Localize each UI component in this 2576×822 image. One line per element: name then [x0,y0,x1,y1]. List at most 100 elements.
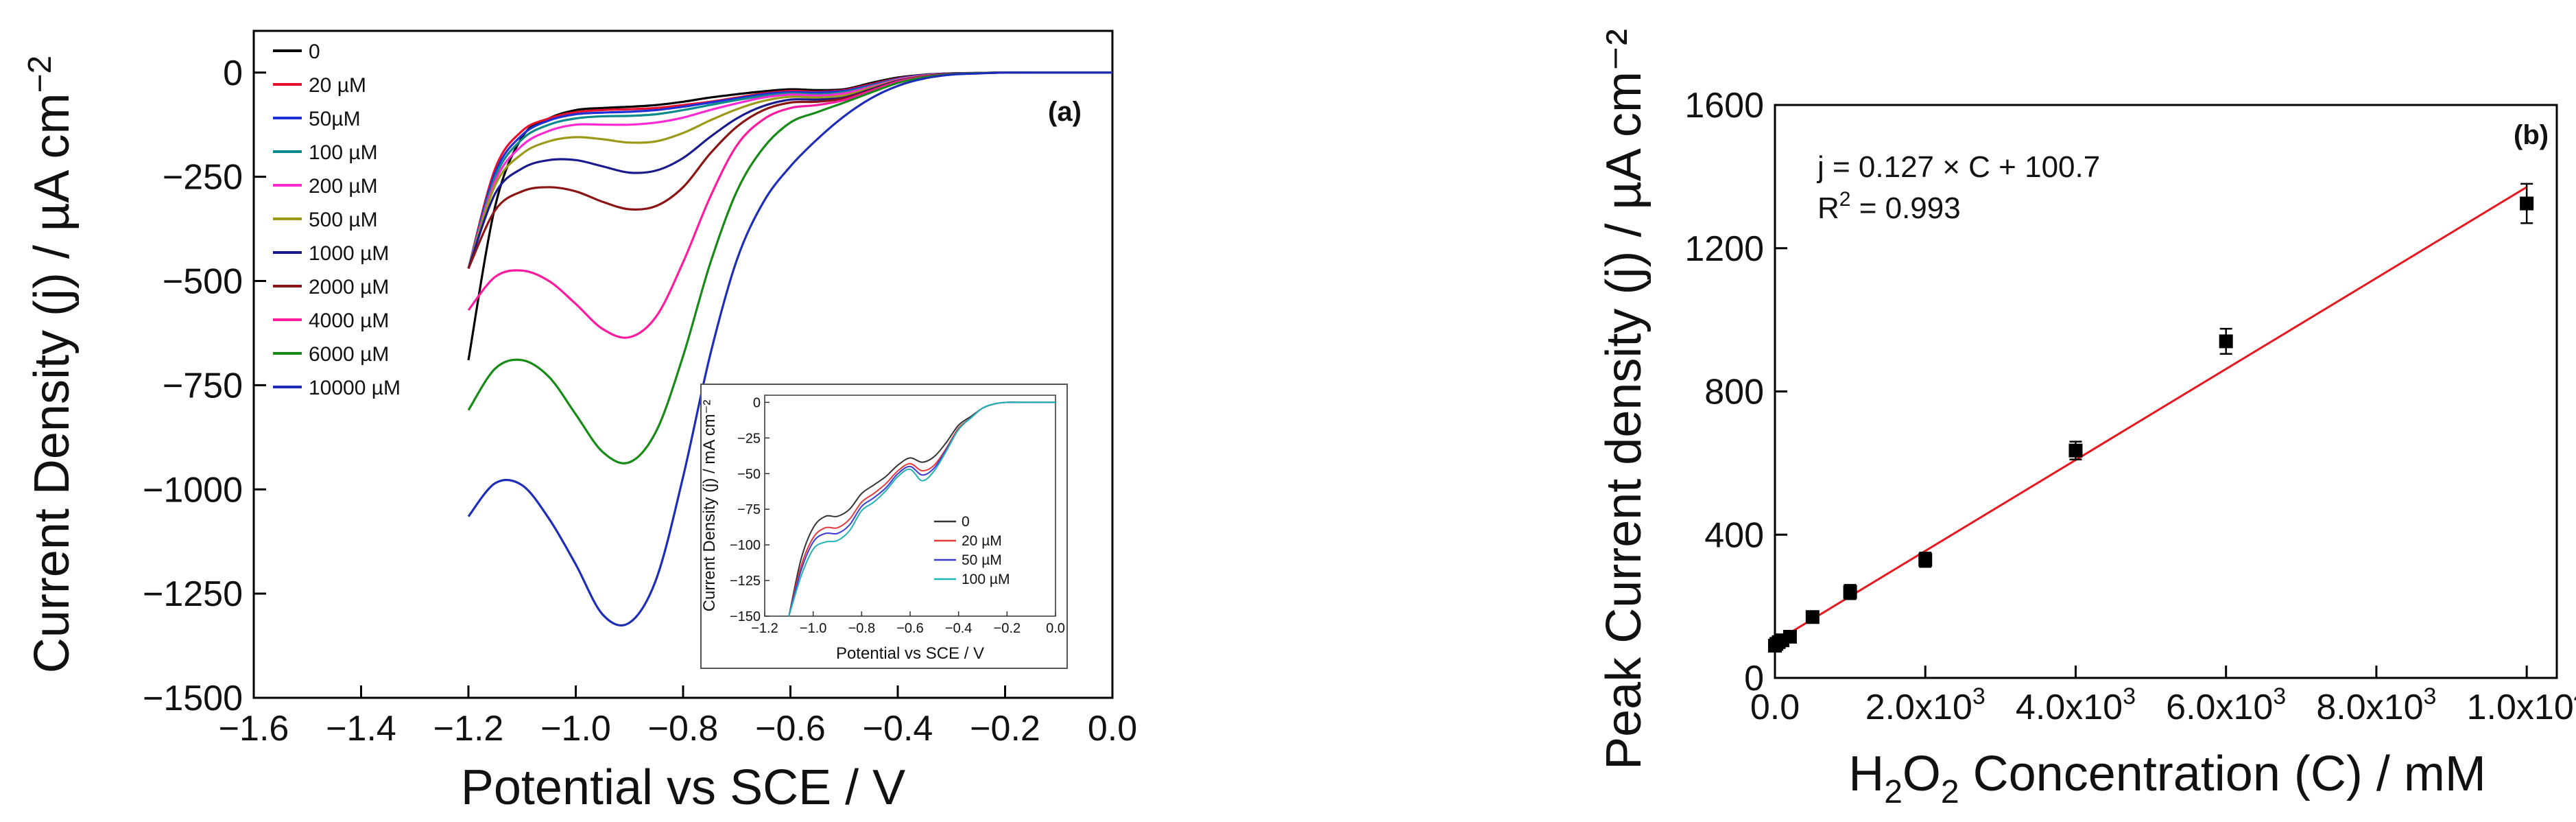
r2-sup: 2 [1839,188,1851,211]
inset-x-tick-label: 0.0 [1046,621,1065,636]
panel-b-y-axis-title: Peak Current density (j) / µA cm⁻² [1597,29,1651,770]
x-tick-mantissa: 4.0x10 [2016,688,2123,727]
inset-legend-label: 50 µM [962,552,1002,568]
panel-b-x-axis-title: H2O2 Concentration (C) / mM [1848,747,2486,810]
legend-label: 500 µM [309,209,378,231]
x-tick-exponent: 3 [2123,683,2136,709]
x-tick-mantissa: 2.0x10 [1865,688,1972,727]
legend-label: 100 µM [309,141,378,164]
inset-x-tick-label: −1.0 [800,621,826,636]
series-line-2000-m [467,71,1112,269]
panel-a-x-tick-label: −0.4 [863,709,933,749]
x-title-rest: Concentration (C) / mM [1959,747,2486,801]
panel-b-tag: (b) [2514,120,2549,150]
panel-b-data-points [1768,183,2534,653]
data-point [1918,552,1933,567]
legend-label: 0 [309,40,320,63]
panel-a-series-lines [467,71,1112,626]
inset-y-tick-label: −25 [737,431,761,446]
panel-a-x-tick-label: −0.2 [970,709,1040,749]
inset-series-lines [788,401,1056,617]
legend-label: 4000 µM [309,309,389,332]
panel-b-chart: 0.02.0x1034.0x1036.0x1038.0x1031.0x10404… [1597,29,2576,810]
r2-label: R [1817,191,1839,225]
r2-value: = 0.993 [1850,191,1960,225]
data-point [2520,196,2534,211]
panel-a-x-tick-label: −0.8 [648,709,719,749]
legend-label: 10000 µM [309,377,401,399]
panel-a-x-tick-label: −1.0 [540,709,611,749]
x-tick-mantissa: 0.0 [1750,688,1800,727]
inset-x-axis-title: Potential vs SCE / V [836,644,984,663]
legend-label: 50µM [309,108,361,130]
panel-a-y-axis-title: Current Density (j) / µA cm−2 [22,56,80,673]
inset-x-tick-label: −0.6 [896,621,923,636]
x-title-h: H [1848,747,1884,801]
inset-y-axis-title: Current Density (j) / mA cm⁻² [700,400,719,612]
x-tick-mantissa: 6.0x10 [2166,688,2273,727]
panel-a-y-tick-label: −1250 [143,574,243,614]
x-tick-mantissa: 1.0x10 [2467,688,2574,727]
inset-legend: 0 20 µM 50 µM 100 µM [934,514,1010,587]
inset-x-tick-label: −0.4 [945,621,972,636]
legend-label: 6000 µM [309,343,389,366]
panel-a-x-tick-label: −1.4 [326,709,396,749]
panel-b-y-tick-label: 1600 [1684,86,1764,126]
panel-a-y-tick-label: 0 [223,54,243,93]
inset-series-line [788,401,1056,617]
panel-b-y-tick-label: 800 [1704,373,1764,412]
series-line-10000-m [467,71,1112,626]
legend-label: 1000 µM [309,242,389,265]
inset-legend-label: 0 [962,514,970,530]
data-point [1843,585,1857,599]
panel-b-y-tick-label: 0 [1744,659,1764,698]
inset-y-tick-label: −75 [737,502,761,517]
x-tick-exponent: 3 [2273,683,2286,709]
inset-outer-frame [700,384,1068,669]
inset-y-tick-label: −50 [737,467,761,482]
panel-a-x-axis-title: Potential vs SCE / V [461,760,905,815]
panel-b-x-tick-label: 8.0x103 [2316,683,2436,727]
panel-a-y-tick-label: −250 [163,158,243,198]
inset-y-tick-label: −100 [730,538,761,553]
panel-b-y-tick-label: 1200 [1684,229,1764,269]
panel-a-ticks: −1.6 −1.4 −1.2 −1.0 −0.8 −0.6 −0.4 −0.2 0.00−250… [143,54,1137,749]
data-point [2219,334,2233,349]
fit-r-squared: R2 = 0.993 [1817,188,1961,225]
legend-label: 20 µM [309,74,366,97]
panel-b-x-tick-label: 4.0x103 [2016,683,2136,727]
data-point [2068,443,2083,458]
x-title-sub2: 2 [1941,774,1959,810]
x-title-o: O [1903,747,1941,801]
panel-a-tag: (a) [1048,97,1082,127]
x-tick-exponent: 3 [2424,683,2437,709]
panel-b-x-tick-label: 2.0x103 [1865,683,1985,727]
panel-b-x-tick-label: 0.0 [1750,688,1800,727]
panel-b-fit-line [1774,186,2527,643]
inset-legend-label: 20 µM [962,533,1002,549]
panel-a-y-axis-title-unit: µA cm [25,93,80,232]
panel-b-ticks: 0.02.0x1034.0x1036.0x1038.0x1031.0x10404… [1684,86,2576,727]
inset-x-tick-label: −0.8 [848,621,875,636]
legend-label: 2000 µM [309,276,389,298]
x-tick-exponent: 4 [2574,683,2576,709]
fit-equation: j = 0.127 × C + 100.7 [1816,150,2100,184]
x-title-sub1: 2 [1884,774,1903,810]
data-point [1805,610,1820,624]
x-tick-exponent: 3 [1972,683,1985,709]
panel-a-y-tick-label: −1500 [143,679,243,718]
linear-fit-line [1774,186,2527,643]
panel-a-legend: 0 20 µM 50µM 100 µM 200 µM 500 µM 1000 µM 2000 … [273,40,401,399]
panel-a-y-tick-label: −1000 [143,470,243,510]
panel-a-chart: −1.6 −1.4 −1.2 −1.0 −0.8 −0.6 −0.4 −0.2 0.00−250… [22,30,1137,815]
panel-a-inset: −1.2 −1.0 −0.8 −0.6 −0.4 −0.2 0.0 0 −25 −50 −75 −10… [700,384,1068,669]
inset-legend-label: 100 µM [962,572,1010,587]
inset-x-tick-label: −0.2 [994,621,1021,636]
legend-label: 200 µM [309,175,378,198]
panel-a-y-tick-label: −500 [163,262,243,302]
panel-a-y-axis-title-sup: −2 [22,56,58,93]
panel-a-x-tick-label: 0.0 [1088,709,1137,749]
inset-y-tick-label: −125 [730,574,761,589]
data-point [1782,629,1797,644]
